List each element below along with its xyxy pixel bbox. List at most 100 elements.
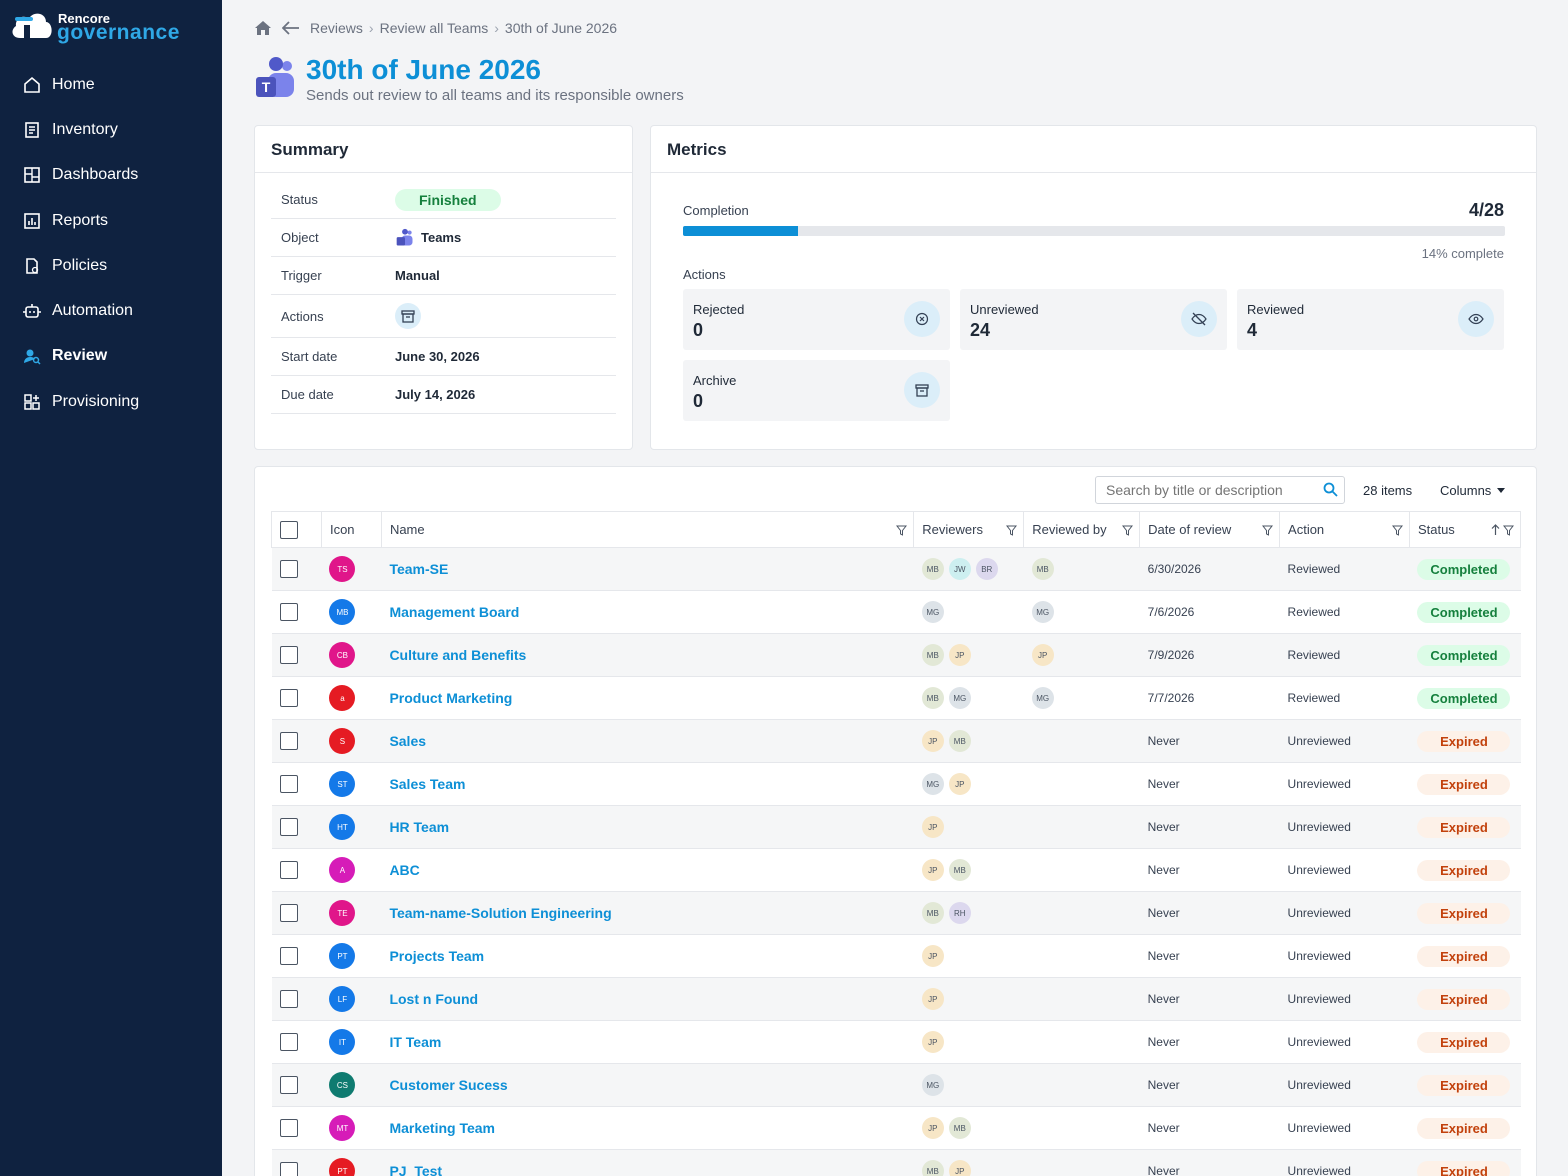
reviewer-avatar: MB — [921, 644, 944, 666]
column-header-reviewers[interactable]: Reviewers — [913, 511, 1025, 548]
team-name-link[interactable]: Lost n Found — [389, 991, 479, 1007]
row-checkbox[interactable] — [279, 990, 298, 1008]
team-name-link[interactable]: Team-SE — [389, 561, 449, 577]
column-header-date[interactable]: Date of review — [1139, 511, 1281, 548]
table-row[interactable]: CS Customer Sucess MG Never Unreviewed Expire… — [271, 1063, 1521, 1107]
row-checkbox[interactable] — [279, 1033, 298, 1051]
search-input[interactable] — [1095, 476, 1345, 504]
table-row[interactable]: TE Team-name-Solution Engineering MB RH Neve… — [271, 891, 1521, 935]
metric-value: 4 — [1247, 320, 1258, 340]
sidebar-item-review[interactable]: Review — [0, 334, 222, 379]
eye-icon — [1458, 301, 1494, 337]
table-row[interactable]: ST Sales Team MG JP Never Unreviewed Expired — [271, 762, 1521, 806]
row-checkbox[interactable] — [279, 646, 298, 664]
breadcrumb-review-all-teams[interactable]: Review all Teams — [379, 20, 489, 36]
archive-icon — [395, 303, 421, 329]
team-name-link[interactable]: Sales — [389, 733, 427, 749]
team-name-link[interactable]: Culture and Benefits — [389, 647, 527, 663]
reviewer-avatar: JP — [921, 988, 944, 1010]
brand-logo[interactable]: Rencore governance — [10, 6, 210, 46]
team-name-link[interactable]: Product Marketing — [389, 690, 513, 706]
search-icon[interactable] — [1323, 482, 1338, 502]
column-header-name[interactable]: Name — [380, 511, 915, 548]
select-all-checkbox[interactable] — [280, 520, 298, 539]
sort-ascending-icon[interactable] — [1491, 524, 1500, 536]
summary-card: Summary Status Finished Object Teams Tri… — [254, 125, 633, 450]
table-row[interactable]: TS Team-SE MB JW BR MB 6/30/2026 Reviewed Comple… — [271, 547, 1521, 591]
table-row[interactable]: PT Projects Team JP Never Unreviewed Expired — [271, 934, 1521, 978]
row-checkbox[interactable] — [279, 818, 298, 836]
sidebar-item-policies[interactable]: Policies — [0, 243, 222, 288]
row-checkbox[interactable] — [279, 732, 298, 750]
team-name-link[interactable]: Sales Team — [389, 776, 466, 792]
team-name-link[interactable]: HR Team — [389, 819, 450, 835]
filter-icon[interactable] — [1006, 525, 1018, 536]
table-row[interactable]: HT HR Team JP Never Unreviewed Expired — [271, 805, 1521, 849]
metric-tile-archive[interactable]: Archive 0 — [683, 360, 950, 421]
sidebar-item-inventory[interactable]: Inventory — [0, 107, 222, 152]
home-icon[interactable] — [254, 20, 272, 36]
table-row[interactable]: PT PJ_Test MB JP Never Unreviewed Expired — [271, 1149, 1521, 1176]
column-header-action[interactable]: Action — [1279, 511, 1410, 548]
main-content: Reviews › Review all Teams › 30th of Jun… — [222, 0, 1568, 1176]
team-name-link[interactable]: ABC — [389, 862, 420, 878]
reviewer-avatar: MG — [921, 1074, 944, 1096]
rejected-icon — [904, 301, 940, 337]
row-checkbox[interactable] — [279, 904, 298, 922]
reviewed-by-cell — [1023, 1063, 1140, 1107]
column-header-reviewed-by[interactable]: Reviewed by — [1023, 511, 1141, 548]
reviewed-by-avatar: JP — [1031, 644, 1054, 666]
sidebar-item-dashboards[interactable]: Dashboards — [0, 153, 222, 198]
table-row[interactable]: MT Marketing Team JP MB Never Unreviewed Expir… — [271, 1106, 1521, 1150]
column-header-icon[interactable]: Icon — [320, 511, 382, 548]
summary-value: Teams — [421, 230, 462, 245]
filter-icon[interactable] — [896, 525, 908, 536]
summary-label: Status — [281, 192, 318, 207]
row-checkbox[interactable] — [279, 560, 298, 578]
team-name-link[interactable]: Management Board — [389, 604, 520, 620]
table-row[interactable]: IT IT Team JP Never Unreviewed Expired — [271, 1020, 1521, 1064]
table-row[interactable]: a Product Marketing MB MG MG 7/7/2026 Reviewed… — [271, 676, 1521, 720]
sidebar-item-home[interactable]: Home — [0, 62, 222, 107]
filter-icon[interactable] — [1391, 525, 1403, 536]
review-date: Never — [1147, 863, 1180, 877]
row-checkbox[interactable] — [279, 603, 298, 621]
status-badge: Expired — [1417, 1074, 1511, 1096]
row-checkbox[interactable] — [279, 1162, 298, 1176]
row-checkbox[interactable] — [279, 1076, 298, 1094]
metric-tile-unreviewed[interactable]: Unreviewed 24 — [960, 289, 1227, 350]
table-row[interactable]: MB Management Board MG MG 7/6/2026 Reviewed Co… — [271, 590, 1521, 634]
row-checkbox[interactable] — [279, 775, 298, 793]
row-checkbox[interactable] — [279, 861, 298, 879]
back-arrow-icon[interactable] — [282, 21, 300, 35]
sidebar-item-reports[interactable]: Reports — [0, 198, 222, 243]
sidebar-item-provisioning[interactable]: Provisioning — [0, 379, 222, 424]
table-row[interactable]: S Sales JP MB Never Unreviewed Expired — [271, 719, 1521, 763]
team-name-link[interactable]: Projects Team — [389, 948, 485, 964]
filter-icon[interactable] — [1262, 525, 1274, 536]
status-badge: Expired — [1417, 902, 1511, 924]
team-name-link[interactable]: Team-name-Solution Engineering — [389, 905, 612, 921]
team-name-link[interactable]: Marketing Team — [389, 1120, 495, 1136]
filter-icon[interactable] — [1122, 525, 1134, 536]
column-header-status[interactable]: Status — [1408, 511, 1522, 548]
sidebar-item-automation[interactable]: Automation — [0, 288, 222, 333]
reviewers-cell: MB JW BR — [913, 547, 1024, 591]
team-name-link[interactable]: Customer Sucess — [389, 1077, 508, 1093]
breadcrumb-reviews[interactable]: Reviews — [310, 20, 363, 36]
columns-dropdown[interactable]: Columns — [1440, 483, 1506, 498]
metric-tile-reviewed[interactable]: Reviewed 4 — [1237, 289, 1504, 350]
table-row[interactable]: LF Lost n Found JP Never Unreviewed Expired — [271, 977, 1521, 1021]
table-row[interactable]: CB Culture and Benefits MB JP JP 7/9/2026 Revi… — [271, 633, 1521, 677]
row-checkbox[interactable] — [279, 1119, 298, 1137]
table-header-row: Icon Name Reviewers Reviewed by Date of … — [271, 511, 1522, 548]
team-name-link[interactable]: PJ_Test — [389, 1163, 443, 1176]
table-row[interactable]: A ABC JP MB Never Unreviewed Expired — [271, 848, 1521, 892]
reviewers-cell: MB RH — [913, 891, 1024, 935]
row-checkbox[interactable] — [279, 689, 298, 707]
metric-tile-rejected[interactable]: Rejected 0 — [683, 289, 950, 350]
status-badge: Completed — [1417, 601, 1511, 623]
filter-icon[interactable] — [1503, 525, 1514, 536]
row-checkbox[interactable] — [279, 947, 298, 965]
team-name-link[interactable]: IT Team — [389, 1034, 442, 1050]
